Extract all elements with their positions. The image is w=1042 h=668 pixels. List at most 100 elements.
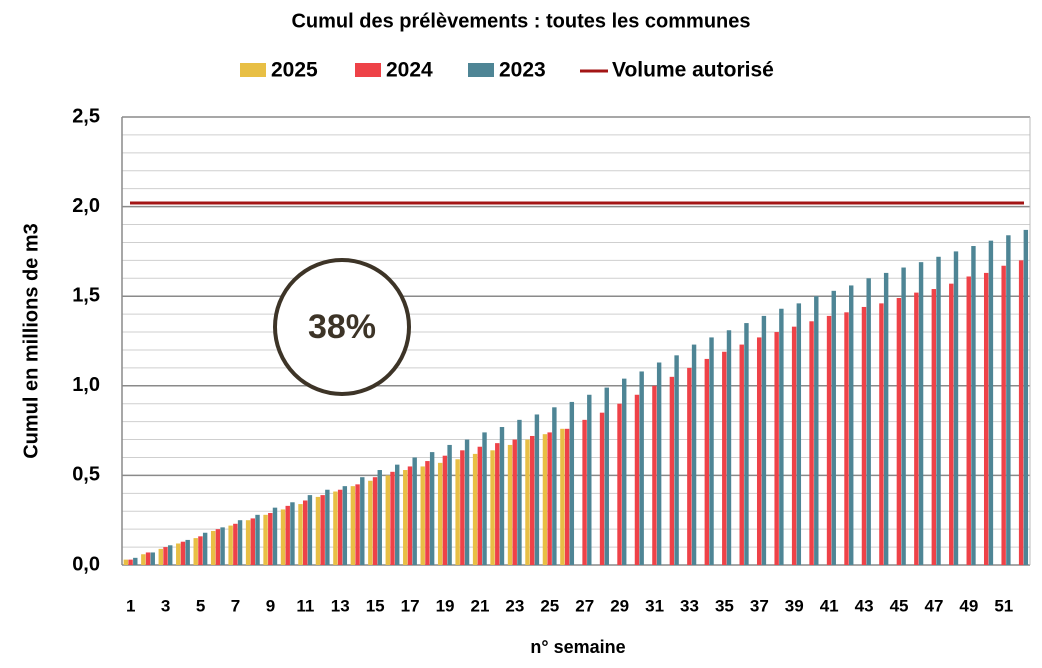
x-tick-label: 35 (715, 596, 734, 615)
bar (883, 272, 889, 565)
bar (542, 434, 548, 565)
bar (879, 303, 884, 565)
bar (512, 439, 517, 565)
bar (517, 419, 522, 565)
bar (420, 466, 425, 565)
bar (971, 246, 976, 566)
chart-title: Cumul des prélèvements : toutes les comm… (291, 10, 750, 32)
bar (861, 306, 867, 565)
bar (350, 486, 356, 565)
bar (447, 444, 452, 565)
x-tick-label: 15 (366, 596, 385, 615)
bar (185, 539, 190, 565)
bar (233, 523, 238, 565)
legend-swatch (355, 63, 381, 77)
bar (687, 367, 692, 565)
bar (599, 412, 605, 565)
bar (639, 371, 644, 565)
bar (634, 394, 640, 565)
bar (569, 401, 575, 565)
bar (547, 432, 552, 565)
bar (333, 491, 338, 565)
bar (377, 470, 382, 565)
bar (285, 505, 290, 565)
x-tick-label: 43 (855, 596, 874, 615)
bar (560, 428, 565, 565)
bar (983, 272, 989, 565)
bar (744, 323, 749, 565)
bar (128, 559, 133, 565)
bar (918, 262, 924, 565)
x-tick-label: 37 (750, 596, 769, 615)
bar (255, 514, 260, 565)
bar (490, 450, 495, 565)
bar (756, 337, 762, 565)
bar (180, 541, 186, 565)
bar (290, 502, 295, 565)
legend-label: 2024 (386, 59, 433, 82)
bar (280, 509, 286, 565)
bar (412, 457, 417, 565)
bar (704, 358, 710, 565)
bar (315, 496, 321, 565)
bar (325, 489, 330, 565)
bar (202, 532, 208, 565)
bar (355, 484, 360, 565)
y-tick-label: 0,0 (72, 553, 100, 575)
bar (809, 321, 814, 565)
bar (669, 376, 675, 565)
bar (791, 326, 797, 565)
bar (796, 303, 802, 565)
bar (831, 290, 836, 565)
bar (250, 518, 256, 565)
bar (123, 559, 129, 565)
bar (168, 545, 173, 565)
bar (442, 455, 448, 565)
bar (210, 530, 216, 565)
bar (133, 557, 138, 565)
bar (429, 452, 435, 565)
bar (425, 461, 430, 565)
bar (372, 477, 378, 565)
bar (163, 547, 168, 565)
bar (482, 432, 487, 565)
bar (936, 256, 941, 565)
bar (949, 283, 954, 565)
bar (722, 351, 727, 565)
annotation: 38% (308, 308, 376, 346)
bar (931, 289, 937, 565)
bar (360, 477, 365, 565)
y-tick-label: 0,5 (72, 464, 100, 486)
y-tick-label: 1,5 (72, 284, 100, 306)
bar (268, 513, 273, 565)
bar (150, 552, 155, 565)
bar (390, 471, 395, 565)
x-tick-label: 33 (680, 596, 699, 615)
x-tick-label: 25 (540, 596, 559, 615)
bar (814, 296, 819, 565)
bar (691, 344, 697, 565)
bar (237, 520, 243, 565)
legend-swatch (240, 63, 266, 77)
bar (385, 475, 390, 565)
legend-swatch (468, 63, 494, 77)
bar (1023, 229, 1029, 565)
bar (215, 529, 221, 565)
x-tick-label: 7 (231, 596, 240, 615)
bar (761, 315, 767, 565)
x-tick-label: 27 (575, 596, 594, 615)
bar (228, 525, 233, 565)
bar (966, 276, 971, 565)
x-tick-label: 39 (785, 596, 804, 615)
bar (779, 308, 784, 565)
bar (604, 387, 609, 565)
bar (622, 378, 627, 565)
bar (460, 450, 465, 565)
bar (674, 355, 679, 565)
bar (298, 504, 303, 565)
bar (302, 500, 308, 565)
bar (739, 344, 744, 565)
x-tick-label: 9 (266, 596, 275, 615)
bar (272, 507, 278, 565)
